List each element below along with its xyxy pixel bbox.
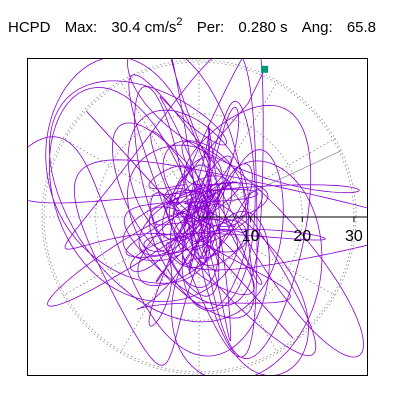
radial-tick-label: 10	[242, 228, 260, 245]
angular-grid-line	[198, 138, 336, 218]
radial-tick-label: 20	[293, 228, 311, 245]
ang-label: Ang:	[301, 19, 333, 36]
per-value: 0.280 s	[238, 19, 288, 36]
ang-value: 65.8	[346, 19, 377, 36]
plot-header: HCPD Max: 30.4 cm/s2 Per: 0.280 s Ang: 6…	[8, 16, 377, 38]
end-marker	[261, 65, 269, 73]
max-unit: cm/s2	[144, 16, 183, 37]
max-value: 30.4	[111, 19, 141, 36]
station-code: HCPD	[8, 19, 51, 36]
angular-grid-line	[62, 138, 200, 218]
polar-plot: 10 20 30	[28, 59, 367, 375]
plot-area: 10 20 30	[27, 58, 368, 376]
particle-motion-trace	[28, 59, 367, 375]
direction-arrow-line	[86, 110, 294, 339]
per-label: Per:	[196, 19, 225, 36]
max-unit-power: 2	[176, 16, 183, 28]
max-label: Max:	[64, 19, 98, 36]
radial-tick-label: 30	[345, 228, 363, 245]
